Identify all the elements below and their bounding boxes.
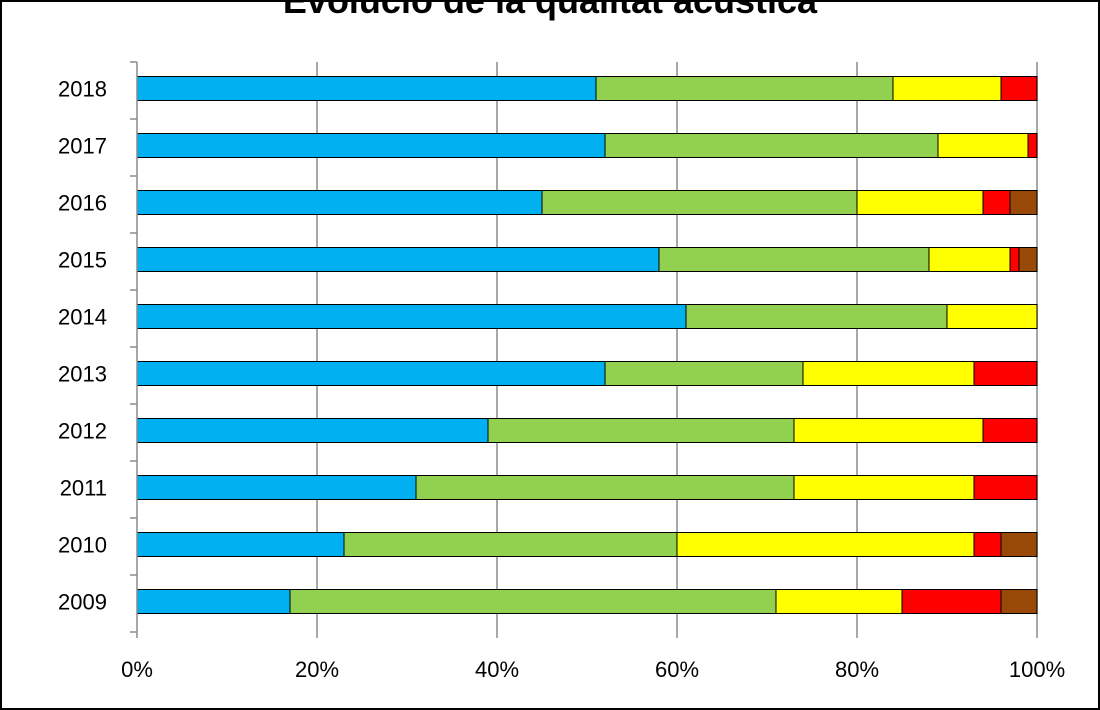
bar-segment-2018-s2 [595,76,894,101]
x-tick-label: 0% [121,657,153,682]
bar-segment-2013-s3 [802,361,975,386]
chart-title: Evolució de la qualitat acústica [282,0,818,21]
bar-segment-2016-s1 [136,190,543,215]
bar-segment-2010-s5 [1000,532,1038,557]
bar-segment-2012-s4 [982,418,1038,443]
bar-segment-2014-s1 [136,304,687,329]
bar-segment-2015-s1 [136,247,660,272]
bar-segment-2015-s5 [1018,247,1038,272]
bar-segment-2012-s3 [793,418,984,443]
y-tick-label-2013: 2013 [58,362,107,387]
bar-segment-2016-s2 [541,190,858,215]
bar-segment-2014-s2 [685,304,948,329]
y-tick-label-2017: 2017 [58,134,107,159]
y-tick-label-2009: 2009 [58,590,107,615]
bar-segment-2011-s1 [136,475,417,500]
bar-segment-2017-s4 [1027,133,1038,158]
bar-segment-2017-s1 [136,133,606,158]
x-tick-label: 100% [1009,657,1065,682]
bar-segment-2009-s5 [1000,589,1038,614]
bar-segment-2013-s2 [604,361,804,386]
bar-segment-2012-s1 [136,418,489,443]
bar-segment-2009-s4 [901,589,1002,614]
bar-segment-2017-s2 [604,133,939,158]
bar-segment-2010-s3 [676,532,975,557]
bar-segment-2013-s1 [136,361,606,386]
bar-segment-2014-s3 [946,304,1038,329]
bar-segment-2015-s3 [928,247,1011,272]
y-tick-label-2012: 2012 [58,419,107,444]
bar-segment-2010-s2 [343,532,678,557]
axes [130,61,1038,638]
bar-segment-2012-s2 [487,418,795,443]
bar-segment-2009-s3 [775,589,903,614]
x-tick-label: 40% [475,657,519,682]
bar-segment-2009-s1 [136,589,291,614]
bar-segment-2010-s4 [973,532,1002,557]
y-tick-label-2016: 2016 [58,191,107,216]
bar-segment-2011-s4 [973,475,1038,500]
bar-segment-2018-s1 [136,76,597,101]
bars [136,76,1038,614]
y-tick-label-2014: 2014 [58,305,107,330]
bar-segment-2011-s2 [415,475,795,500]
bar-segment-2015-s4 [1009,247,1020,272]
bar-segment-2018-s4 [1000,76,1038,101]
bar-segment-2010-s1 [136,532,345,557]
bar-segment-2015-s2 [658,247,930,272]
bar-segment-2013-s4 [973,361,1038,386]
y-tick-label-2018: 2018 [58,77,107,102]
bar-segment-2016-s3 [856,190,984,215]
bar-segment-2016-s5 [1009,190,1038,215]
y-tick-label-2011: 2011 [60,476,107,501]
x-tick-label: 80% [835,657,879,682]
y-tick-label-2015: 2015 [58,248,107,273]
bar-segment-2017-s3 [937,133,1029,158]
bar-segment-2009-s2 [289,589,777,614]
y-tick-label-2010: 2010 [58,533,107,558]
bar-segment-2011-s3 [793,475,975,500]
bar-segment-2018-s3 [892,76,1002,101]
x-tick-label: 60% [655,657,699,682]
tick-labels: 0% 20% 40% 60% 80% 100% 2009 2010 2011 2012 2013 20… [58,77,1065,683]
bar-segment-2016-s4 [982,190,1011,215]
x-tick-label: 20% [295,657,339,682]
